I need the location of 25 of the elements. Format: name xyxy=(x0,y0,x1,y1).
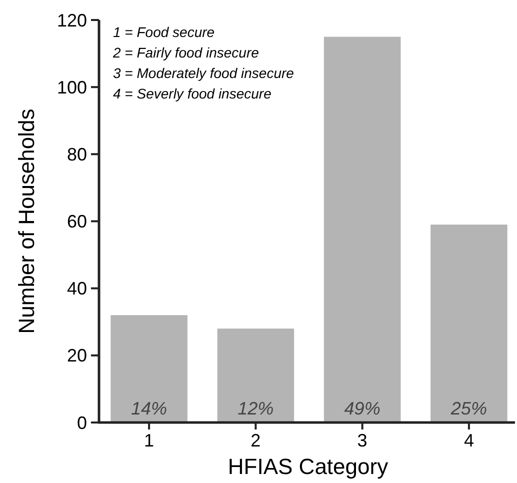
y-tick-label: 80 xyxy=(66,144,87,164)
annotation: 25% xyxy=(450,398,487,418)
x-tick-label: 4 xyxy=(464,430,474,450)
annotation: 4 = Severly food insecure xyxy=(113,86,272,102)
y-axis-title: Number of Households xyxy=(14,108,39,334)
bar xyxy=(430,224,508,422)
x-tick-label: 1 xyxy=(144,430,154,450)
y-tick-label: 40 xyxy=(66,278,87,299)
x-axis-title: HFIAS Category xyxy=(228,454,388,479)
annotation: 3 = Moderately food insecure xyxy=(113,65,294,81)
bar xyxy=(110,315,188,422)
annotation: 2 = Fairly food insecure xyxy=(112,44,260,60)
bar xyxy=(324,36,401,422)
x-tick-label: 2 xyxy=(250,430,261,450)
x-tick-label: 3 xyxy=(357,430,368,450)
y-tick-label: 20 xyxy=(66,346,87,366)
y-tick-label: 120 xyxy=(56,10,87,30)
y-tick-label: 100 xyxy=(56,77,87,98)
annotation: 1 = Food secure xyxy=(113,24,215,40)
bar xyxy=(217,328,294,422)
annotation: 14% xyxy=(131,398,168,418)
annotation: 12% xyxy=(238,398,274,418)
y-tick-label: 60 xyxy=(66,212,87,232)
y-tick-label: 0 xyxy=(76,412,87,433)
annotation: 49% xyxy=(344,398,380,418)
